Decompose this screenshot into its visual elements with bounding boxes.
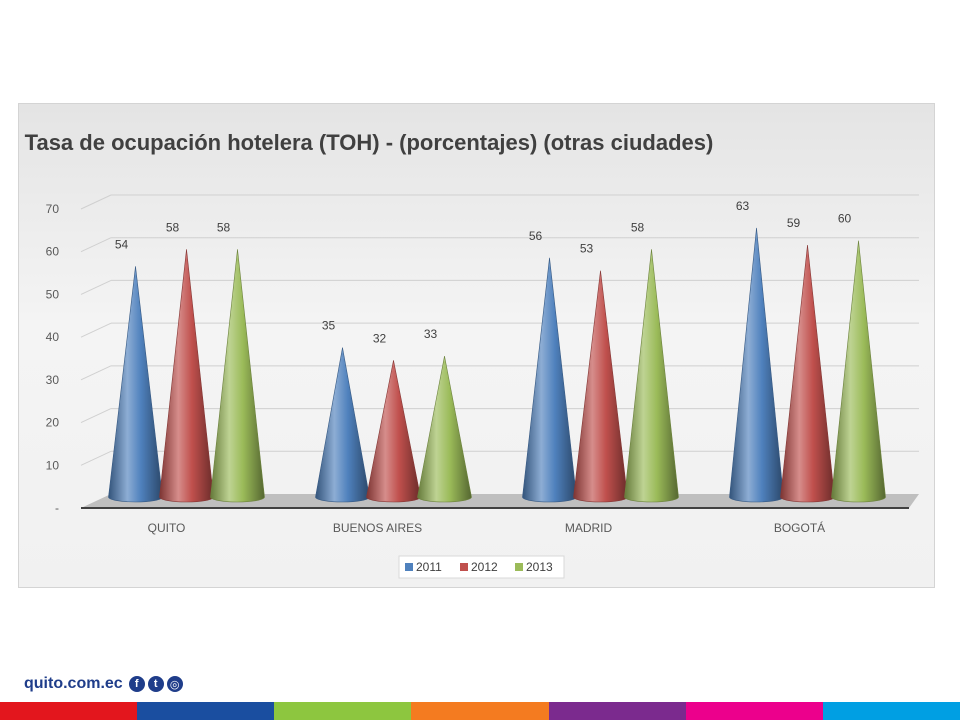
cone-2012-bogotá [780, 244, 835, 503]
color-bar-segment [411, 702, 549, 720]
cone-body [522, 257, 577, 503]
cone-2012-quito [159, 249, 214, 503]
cone-2012-madrid [573, 270, 628, 503]
color-bar-segment [822, 702, 960, 720]
twitter-icon[interactable]: t [147, 676, 164, 692]
instagram-icon[interactable]: ◎ [166, 676, 183, 692]
chart-legend: 2011 2012 2013 [398, 555, 565, 579]
cone-2012-buenos-aires [366, 360, 421, 503]
data-label: 33 [424, 327, 438, 341]
color-bar-segment [685, 702, 823, 720]
gridline-side [80, 279, 112, 295]
legend-label: 2011 [416, 560, 442, 574]
gridline-side [80, 365, 112, 381]
x-category-label: QUITO [148, 521, 186, 535]
x-category-label: BUENOS AIRES [333, 521, 422, 535]
y-tick-label: - [55, 501, 59, 515]
cone-2011-buenos-aires [315, 347, 370, 503]
data-label: 54 [115, 237, 129, 251]
legend-box [398, 555, 565, 579]
data-label: 58 [217, 220, 231, 234]
y-tick-label: 10 [46, 458, 60, 472]
legend-swatch [460, 563, 468, 571]
y-tick-label: 30 [46, 373, 60, 387]
footer-color-bar [0, 702, 960, 720]
cone-body [159, 249, 214, 503]
y-tick-label: 60 [46, 245, 60, 259]
data-label: 56 [529, 229, 543, 243]
legend-swatch [405, 563, 413, 571]
data-label: 60 [838, 212, 852, 226]
cone-body [624, 249, 679, 503]
chart-panel: Tasa de ocupación hotelera (TOH) - (porc… [18, 103, 935, 588]
cone-body [417, 355, 472, 503]
footer-logo: quito.com.ec f t ◎ [24, 674, 186, 694]
y-tick-label: 40 [46, 330, 60, 344]
color-bar-segment [274, 702, 412, 720]
data-label: 53 [580, 242, 594, 256]
y-tick-label: 20 [46, 416, 60, 430]
legend-label: 2012 [471, 560, 498, 574]
gridline-side [80, 322, 112, 338]
gridline-side [80, 408, 112, 424]
color-bar-segment [0, 702, 138, 720]
legend-swatch [515, 563, 523, 571]
cone-2013-madrid [624, 249, 679, 503]
y-tick-label: 70 [46, 202, 60, 216]
data-label: 35 [322, 319, 336, 333]
chart-floor [81, 494, 919, 508]
data-label: 58 [166, 220, 180, 234]
cone-body [729, 227, 784, 503]
cone-2011-madrid [522, 257, 577, 503]
cone-2011-quito [108, 266, 163, 503]
data-label: 32 [373, 331, 387, 345]
chart-title: Tasa de ocupación hotelera (TOH) - (porc… [24, 130, 714, 155]
facebook-icon[interactable]: f [128, 676, 145, 692]
cone-2013-quito [210, 249, 265, 503]
chart-plot: - 10 20 30 40 50 60 70 54 58 58 QUITO 35 32 33 BUENOS A… [46, 194, 919, 579]
color-bar-segment [548, 702, 686, 720]
cone-body [366, 360, 421, 503]
gridline-side [80, 450, 112, 466]
data-label: 59 [787, 216, 801, 230]
cone-body [780, 244, 835, 503]
cone-body [315, 347, 370, 503]
color-bar-segment [137, 702, 275, 720]
cone-2013-buenos-aires [417, 355, 472, 503]
cone-2013-bogotá [831, 240, 886, 503]
x-category-label: MADRID [565, 521, 613, 535]
cone-body [108, 266, 163, 503]
x-category-label: BOGOTÁ [774, 520, 825, 535]
legend-label: 2013 [526, 560, 553, 574]
cone-2011-bogotá [729, 227, 784, 503]
site-name: quito.com.ec [24, 675, 123, 692]
cone-body [210, 249, 265, 503]
cone-body [573, 270, 628, 503]
data-label: 63 [736, 199, 750, 213]
y-tick-label: 50 [46, 287, 60, 301]
data-label: 58 [631, 220, 645, 234]
cone-body [831, 240, 886, 503]
gridline-side [80, 194, 112, 210]
gridline-side [80, 237, 112, 253]
